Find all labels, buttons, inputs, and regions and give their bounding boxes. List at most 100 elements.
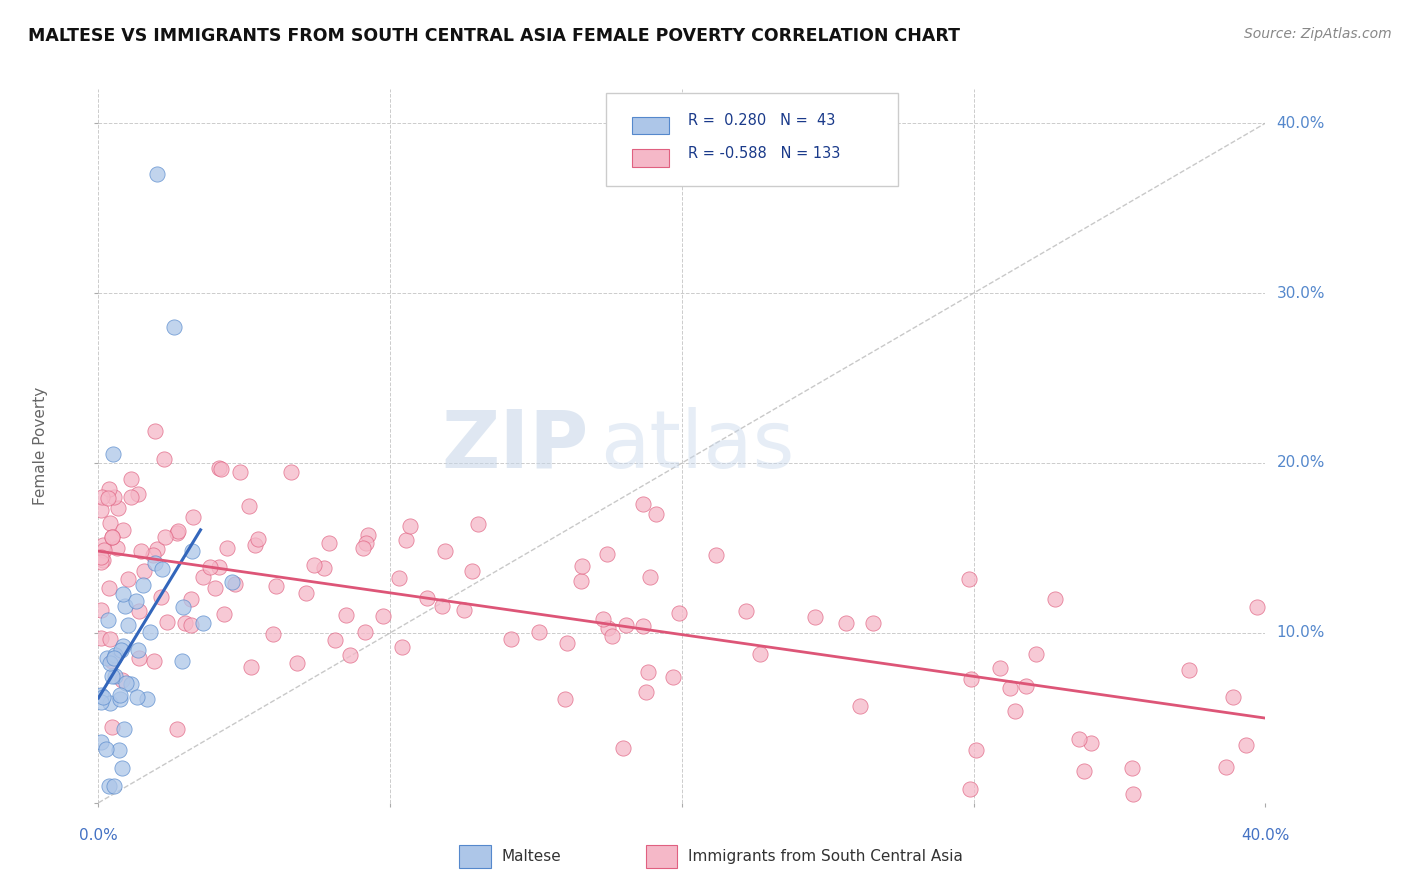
Point [104,648,127,662]
Point [128,604,150,618]
Point [221,575,243,590]
Point [120,491,142,505]
Point [101,530,124,544]
Point [555,636,578,650]
FancyBboxPatch shape [631,117,669,134]
Point [614,618,637,632]
Text: 40.0%: 40.0% [1277,116,1324,131]
Point [264,579,287,593]
Point [204,581,226,595]
FancyBboxPatch shape [606,93,898,186]
Point [90,491,112,505]
Point [569,574,592,589]
Point [1025,648,1047,662]
Point [180,617,202,632]
Point [304,558,326,572]
Point [1222,690,1244,704]
Point [136,692,159,706]
Point [127,643,149,657]
Point [90,735,112,749]
Text: 30.0%: 30.0% [1277,285,1324,301]
Point [91,553,114,567]
Point [90,603,112,617]
Point [143,424,166,438]
Point [111,761,134,775]
Point [166,722,188,736]
Text: R = -0.588   N = 133: R = -0.588 N = 133 [688,145,841,161]
Point [128,650,150,665]
Point [111,524,134,538]
Point [1122,787,1144,801]
Point [98,632,121,646]
Point [637,665,659,679]
Point [295,585,318,599]
Point [430,599,453,613]
Point [592,612,614,626]
Point [90,555,112,569]
Text: 0.0%: 0.0% [79,828,118,843]
Point [243,539,266,553]
FancyBboxPatch shape [458,845,491,868]
Point [1080,736,1102,750]
Point [636,684,658,698]
Point [957,572,980,586]
Text: atlas: atlas [600,407,794,485]
Point [246,533,269,547]
Point [103,490,125,504]
Point [132,578,155,592]
Point [101,448,124,462]
Point [395,533,418,548]
Point [100,669,122,683]
Point [149,590,172,604]
Point [111,640,134,654]
Point [208,559,231,574]
Point [638,570,661,584]
Point [416,591,439,605]
Point [1234,739,1257,753]
Text: Source: ZipAtlas.com: Source: ZipAtlas.com [1244,27,1392,41]
Point [103,651,125,665]
Point [107,500,129,515]
Point [238,499,260,513]
Point [862,616,884,631]
Point [101,720,124,734]
Point [212,607,235,622]
Point [631,618,654,632]
Point [100,654,122,668]
Point [461,565,484,579]
Point [240,660,263,674]
Point [127,486,149,500]
Point [90,695,112,709]
Point [142,548,165,562]
Point [181,543,204,558]
Point [110,692,132,706]
Point [352,541,374,555]
Point [108,742,131,756]
Point [120,472,142,486]
Point [108,688,131,702]
Point [120,677,142,691]
Point [117,572,139,586]
Point [371,608,394,623]
Point [90,503,112,517]
Point [849,699,872,714]
Point [97,613,120,627]
Point [339,648,361,662]
Point [111,587,134,601]
Point [111,673,134,687]
Point [167,524,190,539]
Point [1178,663,1201,677]
Point [399,519,422,533]
Point [612,740,634,755]
Point [96,741,118,756]
Point [596,621,619,635]
Point [96,650,118,665]
Text: R =  0.280   N =  43: R = 0.280 N = 43 [688,112,835,128]
Point [354,624,377,639]
Point [1015,679,1038,693]
Point [104,669,127,683]
Point [965,743,987,757]
Point [467,517,489,532]
Point [433,544,456,558]
Point [280,466,302,480]
